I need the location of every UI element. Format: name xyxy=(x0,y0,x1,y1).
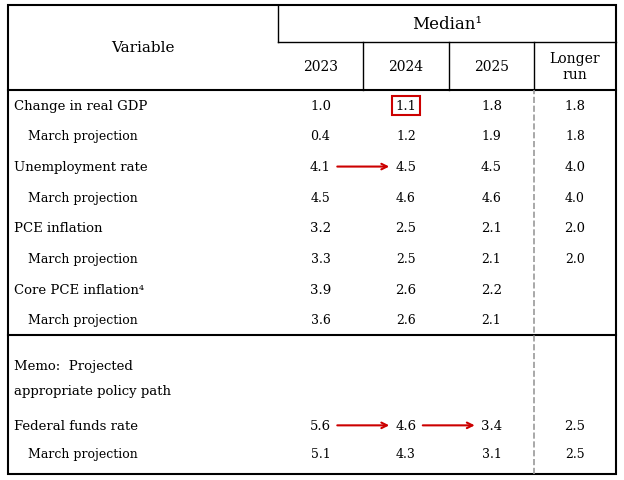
Text: March projection: March projection xyxy=(28,313,138,326)
Text: 3.3: 3.3 xyxy=(311,252,331,265)
Text: March projection: March projection xyxy=(28,192,138,204)
Text: 4.0: 4.0 xyxy=(565,192,585,204)
Text: 2.1: 2.1 xyxy=(481,222,502,235)
Text: 2.0: 2.0 xyxy=(565,252,585,265)
Text: 1.0: 1.0 xyxy=(310,100,331,113)
Text: Change in real GDP: Change in real GDP xyxy=(14,100,147,113)
Text: 0.4: 0.4 xyxy=(311,130,331,143)
Text: appropriate policy path: appropriate policy path xyxy=(14,384,171,397)
Text: 2.5: 2.5 xyxy=(396,222,416,235)
Text: March projection: March projection xyxy=(28,252,138,265)
Text: 3.9: 3.9 xyxy=(310,283,331,296)
Text: Core PCE inflation⁴: Core PCE inflation⁴ xyxy=(14,283,144,296)
Text: Unemployment rate: Unemployment rate xyxy=(14,161,148,174)
Text: 2.5: 2.5 xyxy=(396,252,416,265)
Text: 3.6: 3.6 xyxy=(311,313,331,326)
Text: 4.5: 4.5 xyxy=(396,161,416,174)
Text: March projection: March projection xyxy=(28,130,138,143)
Text: 4.5: 4.5 xyxy=(311,192,330,204)
Text: 3.1: 3.1 xyxy=(482,447,502,460)
Text: 2024: 2024 xyxy=(388,60,424,74)
Text: PCE inflation: PCE inflation xyxy=(14,222,102,235)
Text: 5.1: 5.1 xyxy=(311,447,330,460)
Text: 4.5: 4.5 xyxy=(481,161,502,174)
Text: 1.9: 1.9 xyxy=(482,130,501,143)
Text: 1.2: 1.2 xyxy=(396,130,416,143)
Text: 3.4: 3.4 xyxy=(481,419,502,432)
Text: 4.6: 4.6 xyxy=(396,419,417,432)
Bar xyxy=(392,96,420,116)
Text: 2025: 2025 xyxy=(474,60,509,74)
Text: 2.5: 2.5 xyxy=(565,419,585,432)
Text: 1.8: 1.8 xyxy=(565,130,585,143)
Text: 1.8: 1.8 xyxy=(481,100,502,113)
Text: Longer
run: Longer run xyxy=(550,52,600,82)
Text: 4.0: 4.0 xyxy=(565,161,585,174)
Text: 2.0: 2.0 xyxy=(565,222,585,235)
Text: 2.2: 2.2 xyxy=(481,283,502,296)
Text: 2.6: 2.6 xyxy=(396,313,416,326)
Text: 1.8: 1.8 xyxy=(565,100,585,113)
Text: 4.3: 4.3 xyxy=(396,447,416,460)
Text: 2.1: 2.1 xyxy=(482,252,501,265)
Text: 5.6: 5.6 xyxy=(310,419,331,432)
Text: 4.6: 4.6 xyxy=(482,192,502,204)
Text: 2023: 2023 xyxy=(303,60,338,74)
Text: Federal funds rate: Federal funds rate xyxy=(14,419,138,432)
Text: 2.1: 2.1 xyxy=(482,313,501,326)
Text: 4.6: 4.6 xyxy=(396,192,416,204)
Text: March projection: March projection xyxy=(28,447,138,460)
Text: Variable: Variable xyxy=(111,41,175,55)
Text: Median¹: Median¹ xyxy=(412,16,482,33)
Text: 2.5: 2.5 xyxy=(565,447,585,460)
Text: 3.2: 3.2 xyxy=(310,222,331,235)
Text: Memo:  Projected: Memo: Projected xyxy=(14,360,133,372)
Text: 4.1: 4.1 xyxy=(310,161,331,174)
Text: 1.1: 1.1 xyxy=(396,100,416,113)
Text: 2.6: 2.6 xyxy=(396,283,417,296)
